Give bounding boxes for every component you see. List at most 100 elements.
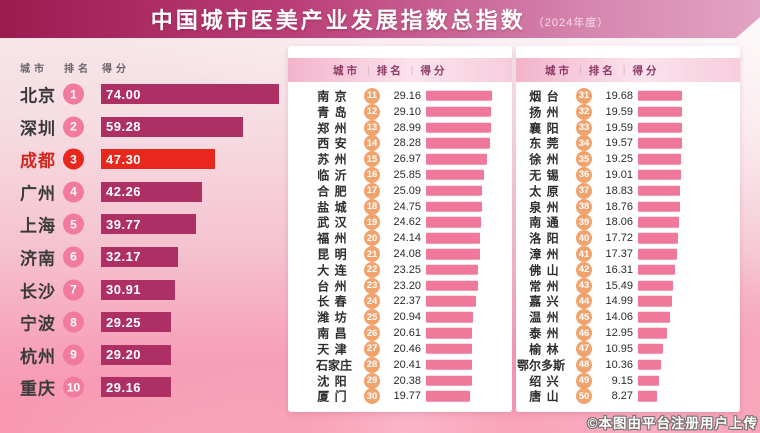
score-value: 14.06: [605, 311, 633, 324]
score-bar: [638, 90, 683, 102]
score-bar: 74.00: [101, 84, 279, 104]
score-value: 29.16: [393, 89, 421, 102]
rank-badge: 15: [364, 151, 380, 168]
city-label: 洛阳: [529, 231, 564, 246]
score-value: 29.20: [106, 347, 142, 363]
column-header-city: 城市: [545, 64, 572, 77]
score-bar: [426, 169, 485, 181]
city-label: 唐山: [529, 389, 564, 404]
city-label: 南通: [529, 215, 564, 230]
score-value: 29.16: [106, 379, 142, 395]
score-bar: [638, 280, 673, 291]
city-label: 潍坊: [317, 310, 352, 325]
rank-badge: 25: [364, 309, 380, 326]
score-bar: [426, 106, 492, 117]
rank-badge: 9: [63, 344, 84, 366]
table-row: 天津 27 20.46: [305, 340, 512, 357]
city-label: 长沙: [20, 282, 56, 302]
rank-badge: 20: [364, 230, 380, 247]
score-value: 24.14: [393, 232, 421, 245]
score-bar: 32.17: [101, 246, 179, 267]
score-bar: 29.25: [101, 312, 172, 333]
score-bar: 47.30: [101, 149, 215, 170]
city-label: 南昌: [317, 326, 352, 341]
score-value: 8.27: [611, 390, 633, 403]
rank-list-31-50: 烟台 31 19.68 扬州 32 19.59 襄阳 33 19.59 东莞 34 19.57 徐州 35…: [517, 87, 740, 405]
city-label: 常州: [529, 279, 564, 294]
rank-badge: 24: [364, 293, 380, 310]
score-bar: [638, 106, 683, 117]
table-row: 福州 20 24.14: [305, 230, 512, 247]
score-bar: [426, 264, 479, 276]
rank-badge: 44: [576, 293, 592, 310]
table-row: 昆明 21 24.08: [305, 246, 512, 263]
city-label: 沈阳: [317, 374, 352, 389]
table-row: 潍坊 25 20.94: [305, 309, 512, 326]
score-value: 16.31: [605, 263, 633, 276]
score-value: 18.06: [605, 216, 633, 229]
table-row: 深圳 2 59.28: [0, 116, 287, 138]
score-value: 10.95: [605, 342, 633, 355]
score-bar: [638, 232, 678, 244]
table-row: 南京 11 29.16: [305, 87, 512, 104]
city-label: 苏州: [317, 152, 352, 167]
rank-badge: 30: [364, 388, 380, 405]
city-label: 临沂: [317, 168, 352, 183]
score-bar: [638, 391, 657, 402]
rank-badge: 48: [576, 356, 592, 373]
city-label: 襄阳: [529, 121, 564, 136]
score-bar: [638, 122, 683, 133]
rank-badge: 43: [576, 277, 592, 294]
score-bar: [638, 138, 683, 149]
city-label: 鄂尔多斯: [517, 358, 566, 373]
table-row: 宁波 8 29.25: [0, 311, 287, 334]
score-value: 20.94: [393, 311, 421, 324]
city-label: 烟台: [529, 89, 564, 104]
rank-badge: 50: [576, 388, 592, 405]
rank-badge: 19: [364, 214, 380, 231]
table-row: 唐山 50 8.27: [517, 388, 740, 405]
table-row: 榆林 47 10.95: [517, 340, 740, 357]
table-row: 洛阳 40 17.72: [517, 230, 740, 247]
rank-badge: 41: [576, 246, 592, 263]
score-bar: 29.20: [101, 344, 172, 365]
rank-badge: 12: [364, 103, 380, 120]
score-value: 29.10: [393, 105, 421, 118]
score-value: 24.75: [393, 200, 421, 213]
city-label: 天津: [317, 342, 352, 357]
rank-badge: 49: [576, 372, 592, 389]
score-bar: [638, 327, 668, 339]
score-value: 25.85: [393, 168, 421, 181]
score-value: 20.46: [393, 342, 421, 355]
rank-badge: 26: [364, 325, 380, 342]
score-value: 26.97: [393, 153, 421, 166]
rank-badge: 8: [63, 311, 84, 333]
rank-badge: 23: [364, 277, 380, 294]
score-value: 32.17: [106, 249, 142, 265]
city-label: 大连: [317, 263, 352, 278]
score-value: 19.68: [605, 89, 633, 102]
table-row: 大连 22 23.25: [305, 261, 512, 278]
table-row: 合肥 17 25.09: [305, 182, 512, 199]
title-year-badge: （2024年度）: [532, 17, 610, 29]
score-bar: [426, 359, 472, 370]
table-row: 青岛 12 29.10: [305, 103, 512, 120]
table-row: 苏州 15 26.97: [305, 151, 512, 168]
score-value: 30.91: [106, 282, 142, 298]
table-row: 扬州 32 19.59: [517, 103, 740, 120]
city-label: 重庆: [20, 379, 56, 399]
table-row: 沈阳 29 20.38: [305, 372, 512, 389]
table-row: 武汉 19 24.62: [305, 214, 512, 231]
city-label: 嘉兴: [529, 294, 564, 309]
table-row: 杭州 9 29.20: [0, 344, 287, 366]
table-row: 东莞 34 19.57: [517, 135, 740, 152]
rank-badge: 36: [576, 166, 592, 183]
rank-badge: 5: [63, 213, 84, 235]
score-value: 18.76: [605, 200, 633, 213]
score-value: 24.62: [393, 216, 421, 229]
score-value: 19.01: [605, 168, 633, 181]
score-value: 15.49: [605, 279, 633, 292]
rank-badge: 1: [63, 83, 84, 105]
rank-badge: 16: [364, 166, 380, 183]
